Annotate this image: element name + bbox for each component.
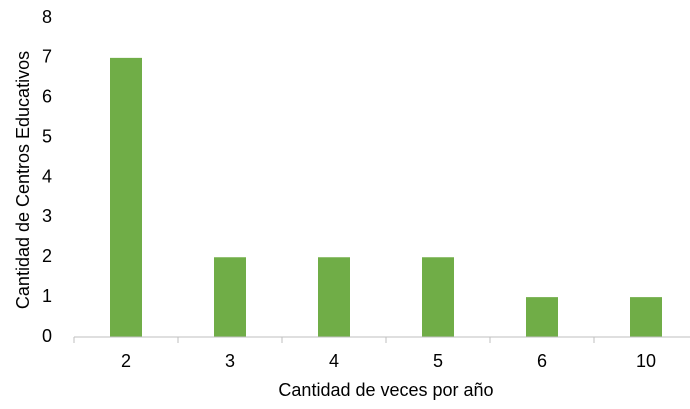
y-tick-label: 0 [42, 326, 52, 346]
bar [422, 257, 454, 337]
y-tick-label: 1 [42, 286, 52, 306]
y-tick-label: 2 [42, 246, 52, 266]
y-axis-label: Cantidad de Centros Educativos [13, 51, 33, 309]
bar [214, 257, 246, 337]
y-tick-label: 7 [42, 47, 52, 67]
bar [110, 57, 142, 337]
x-axis-label: Cantidad de veces por año [278, 380, 493, 400]
x-tick-label: 5 [433, 351, 443, 371]
y-tick-label: 6 [42, 87, 52, 107]
y-tick-label: 5 [42, 126, 52, 146]
y-tick-label: 3 [42, 206, 52, 226]
bar [318, 257, 350, 337]
y-tick-label: 8 [42, 7, 52, 27]
y-tick-label: 4 [42, 166, 52, 186]
bar [526, 297, 558, 337]
x-tick-label: 4 [329, 351, 339, 371]
x-tick-label: 3 [225, 351, 235, 371]
x-tick-label: 2 [121, 351, 131, 371]
bar [630, 297, 662, 337]
x-tick-label: 10 [636, 351, 656, 371]
x-tick-label: 6 [537, 351, 547, 371]
